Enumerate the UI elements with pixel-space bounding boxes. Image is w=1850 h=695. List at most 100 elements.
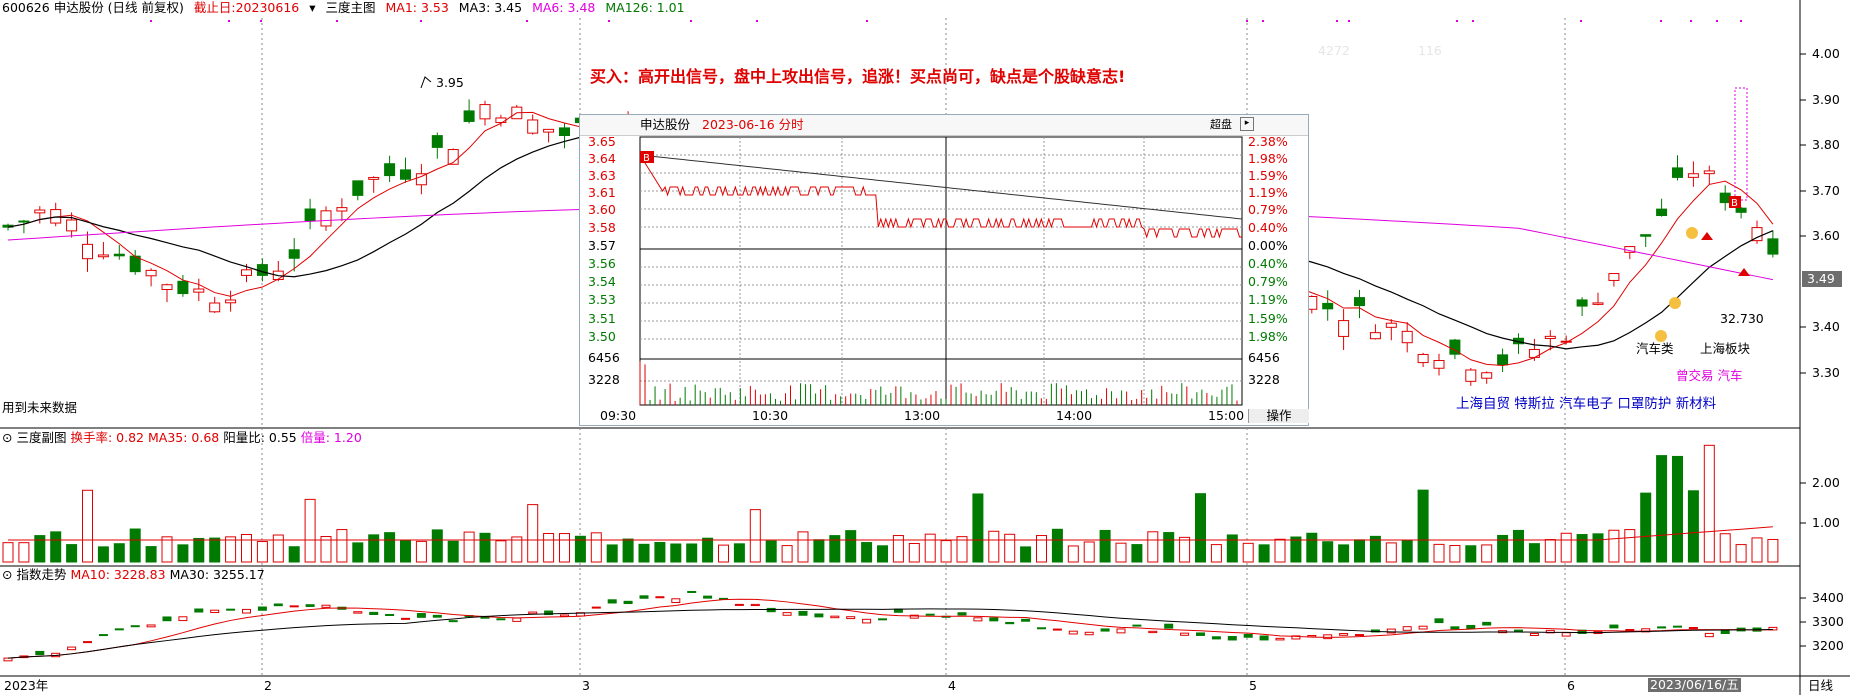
candle-body [304,208,316,221]
turnover-bar [129,528,141,563]
index-panel-name[interactable]: 指数走势 [16,567,67,582]
main-indicator-name[interactable]: 三度主图 [325,0,376,15]
popup-title-bar[interactable]: 申达股份 2023-06-16 分时 超盘 ▸ [580,115,1308,136]
sub-panel-name[interactable]: 三度副图 [16,430,67,445]
index-candle [1116,628,1126,634]
turnover-bar [336,529,348,563]
turnover-bar [1020,546,1032,563]
concept-tag[interactable]: 汽车电子 [1559,396,1614,412]
concept-row-1: 曾交易 汽车 [1676,369,1743,383]
faint-value-a: 4272 [1318,43,1350,58]
candle-body [1735,207,1747,213]
index-candle [544,610,554,616]
turnover-bar [34,535,46,563]
candle-body [256,264,268,276]
index-axis-tick: 3400 [1812,590,1844,605]
signal-dot [1472,20,1474,22]
up-arrow-icon [1701,232,1713,240]
side-value: 32.730 [1720,311,1764,326]
faint-value-b: 116 [1418,43,1442,58]
chevron-down-icon[interactable]: ⊙ [2,430,13,445]
index-axis-tick: 3200 [1812,638,1844,653]
turnover-bar [209,537,221,563]
index-candle [1211,636,1221,640]
candle-body [384,163,396,177]
turnover-bar [1115,542,1127,563]
dropdown-icon[interactable]: ▾ [309,0,316,15]
index-candle [1657,626,1667,629]
concept-tag[interactable]: 曾交易 [1676,368,1714,383]
candle-body [288,249,300,259]
candle-body [447,149,459,165]
signal-dot [608,20,610,22]
concept-tag[interactable]: 汽车 [1717,368,1743,383]
candle-body [1385,322,1397,328]
expand-icon[interactable]: ▸ [1240,117,1254,131]
turnover-bar [1687,490,1699,563]
candle-body [1767,238,1779,255]
price-tick: 3.80 [1812,137,1840,152]
turnover-bar [1672,455,1683,563]
intraday-price-tick: 3.64 [588,151,616,166]
index-candle [1005,621,1015,625]
intraday-chart[interactable]: B [580,115,1310,427]
index-panel-header: ⊙ 指数走势 MA10: 3228.83 MA30: 3255.17 [2,568,265,582]
index-candle [1100,628,1110,632]
selected-date: 2023/06/16/五 [1648,677,1741,692]
candle-body [1544,335,1556,340]
intraday-pct-tick: 1.19% [1248,292,1288,307]
intraday-time-tick: 14:00 [1056,408,1093,423]
turnover-bar [924,533,936,563]
turnover-bar [1163,532,1175,563]
turnover-bar [1067,545,1079,563]
intraday-price-tick: 3.61 [588,185,616,200]
index-candle [242,608,251,614]
candle-body [18,220,30,223]
ma126-value: MA126: 1.01 [605,0,685,15]
concept-row-2: 上海自贸 特斯拉 汽车电子 口罩防护 新材料 [1456,397,1716,411]
concept-tag[interactable]: 特斯拉 [1514,396,1555,412]
candle-body [1672,167,1683,178]
candle-body [400,169,411,180]
candle-body [34,209,46,214]
index-candle [925,613,935,616]
operate-button[interactable]: 操作 [1248,409,1309,423]
chevron-down-icon[interactable]: ⊙ [2,567,13,582]
index-candle [687,590,697,593]
turnover-bar [177,544,189,563]
index-candle [1323,634,1333,640]
index-candle [1625,629,1635,632]
index-candle [369,611,379,615]
sector-auto[interactable]: 汽车类 [1636,341,1674,356]
turnover-bar [1290,536,1302,563]
concept-tag[interactable]: 口罩防护 [1617,396,1672,412]
concept-tag[interactable]: 新材料 [1675,396,1717,412]
turnover-bar [1449,545,1461,563]
turnover-bar [1322,541,1334,563]
intraday-pct-tick: 1.59% [1248,168,1288,183]
turnover-bar [1417,489,1429,563]
index-candle [1386,628,1396,634]
intraday-pct-tick: 0.79% [1248,202,1288,217]
avg-price-line [639,154,1243,220]
candle-body [1338,320,1350,337]
turnover-bar [241,534,252,563]
overlay-button[interactable]: 超盘 [1210,118,1232,131]
sector-shanghai[interactable]: 上海板块 [1700,341,1751,356]
index-ma10-line [7,598,1773,659]
index-candle [528,611,538,615]
stock-title[interactable]: 600626 申达股份 (日线 前复权) [2,0,184,15]
concept-tag[interactable]: 上海自贸 [1456,396,1510,412]
index-candle [623,600,633,605]
intraday-popup[interactable]: 申达股份 2023-06-16 分时 超盘 ▸ B 3.65 3.64 3.63 3.… [579,114,1309,426]
price-tick: 3.30 [1812,365,1840,380]
date-label: 2 [264,678,272,693]
candle-body [1656,208,1668,217]
turnover-bar [1274,538,1286,563]
turnover-bar [622,538,634,563]
index-candle [1196,632,1205,636]
intraday-time-tick: 10:30 [752,408,789,423]
candle-body [1703,170,1715,175]
index-candle [973,617,983,622]
period-button[interactable]: 日线 [1808,678,1834,693]
